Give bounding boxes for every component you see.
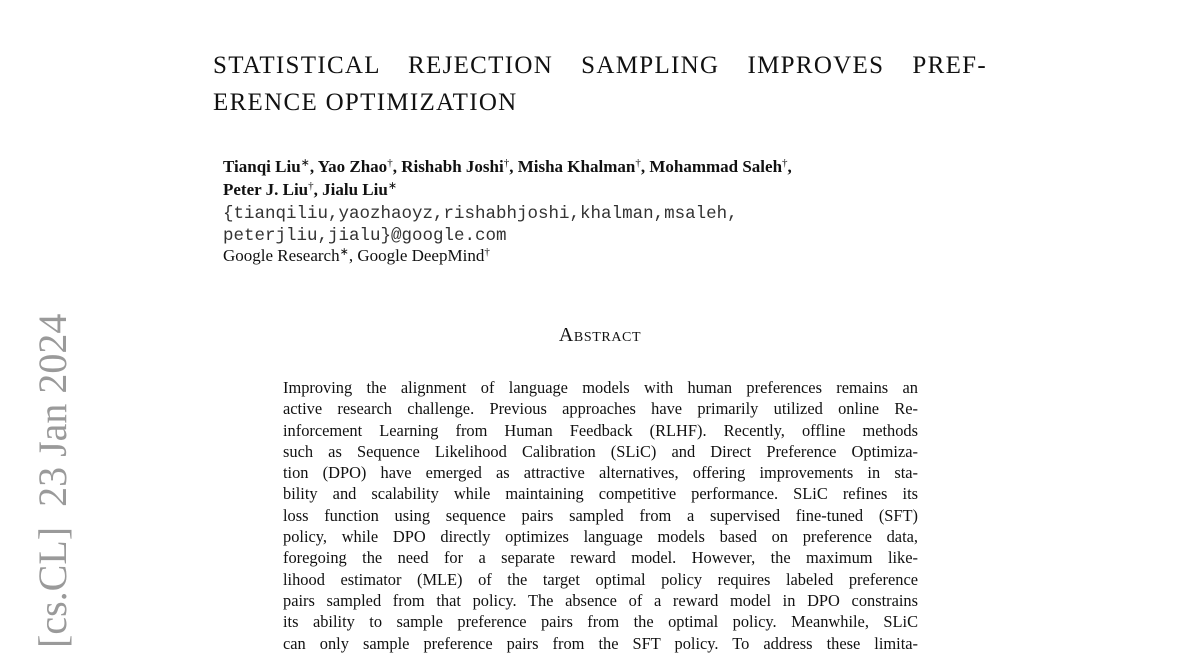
author-line: Peter J. Liu†, Jialu Liu∗ — [223, 178, 792, 201]
mark: † — [503, 157, 510, 169]
separator: , — [787, 157, 792, 176]
mark: † — [484, 246, 490, 258]
author-name: Jialu Liu — [322, 180, 388, 199]
separator: , — [392, 157, 397, 176]
abstract-line: can only sample preference pairs from th… — [283, 633, 918, 653]
title-line: ERENCE OPTIMIZATION — [213, 89, 518, 116]
abstract-line: bility and scalability while maintaining… — [283, 484, 918, 504]
mark: † — [782, 157, 788, 169]
author-name: Tianqi Liu — [223, 157, 301, 176]
abstract-heading: Abstract — [558, 324, 642, 346]
separator: , — [309, 157, 315, 176]
authors: Tianqi Liu∗, Yao Zhao†, Rishabh Joshi†, … — [223, 155, 792, 201]
abstract-line: lihood estimator (MLE) of the target opt… — [283, 569, 918, 589]
title-line: STATISTICAL REJECTION SAMPLING IMPROVES … — [213, 52, 987, 79]
title: STATISTICAL REJECTION SAMPLING IMPROVES … — [213, 47, 987, 121]
affiliations: Google Research∗, Google DeepMind† — [223, 245, 490, 267]
abstract-line: loss function using sequence pairs sampl… — [283, 505, 918, 525]
mark: † — [635, 157, 641, 169]
author-name: Yao Zhao — [317, 157, 388, 176]
emails: {tianqiliu,yaozhaoyz,rishabhjoshi,khalma… — [223, 203, 738, 247]
mark: ∗ — [387, 180, 398, 192]
author-name: Misha Khalman — [517, 157, 636, 176]
arxiv-stamp: [cs.CL] 23 Jan 2024 — [30, 314, 75, 648]
abstract-line: Improving the alignment of language mode… — [283, 378, 918, 397]
author-name: Peter J. Liu — [223, 180, 309, 199]
affiliation: Google DeepMind — [357, 246, 485, 265]
affiliation: Google Research — [223, 246, 340, 265]
email-line: peterjliu,jialu}@google.com — [223, 226, 507, 246]
abstract-line: pairs sampled from that policy. The abse… — [283, 590, 918, 610]
abstract-line: tion (DPO) have emerged as attractive al… — [283, 463, 918, 483]
abstract-line: its ability to sample preference pairs f… — [283, 612, 918, 632]
abstract-line: such as Sequence Likelihood Calibration … — [283, 441, 918, 461]
mark: ∗ — [339, 246, 349, 258]
side-stamp: [cs.CL] 23 Jan 2024 — [30, 314, 75, 648]
abstract-line: foregoing the need for a separate reward… — [283, 548, 918, 568]
separator: , — [348, 246, 354, 265]
separator: , — [509, 157, 514, 176]
abstract-line: active research challenge. Previous appr… — [283, 399, 918, 419]
mark: † — [308, 180, 314, 192]
author-name: Mohammad Saleh — [649, 157, 783, 176]
author-name: Rishabh Joshi — [401, 157, 504, 176]
abstract: Improving the alignment of language mode… — [283, 377, 918, 654]
mark: † — [387, 157, 393, 169]
separator: , — [640, 157, 646, 176]
abstract-line: policy, while DPO directly optimizes lan… — [283, 527, 918, 547]
abstract-line: inforcement Learning from Human Feedback… — [283, 420, 918, 440]
mark: ∗ — [300, 157, 310, 169]
author-line: Tianqi Liu∗, Yao Zhao†, Rishabh Joshi†, … — [223, 155, 792, 178]
separator: , — [313, 180, 318, 199]
email-line: {tianqiliu,yaozhaoyz,rishabhjoshi,khalma… — [223, 204, 738, 224]
